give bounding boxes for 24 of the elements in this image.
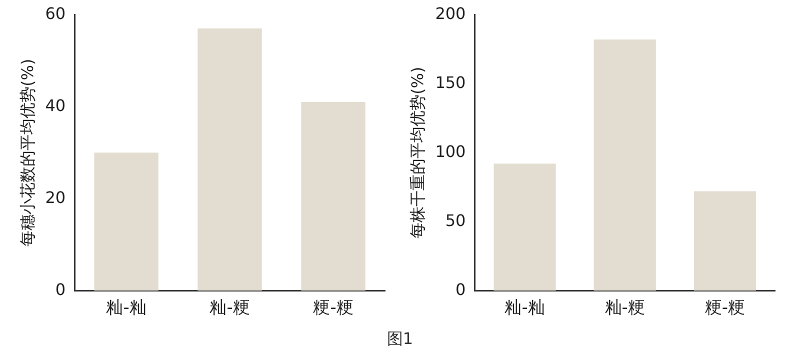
bar (198, 28, 262, 291)
x-tick-label: 粳-粳 (704, 298, 746, 318)
y-tick-label: 150 (435, 72, 466, 92)
y-tick-label: 100 (435, 142, 466, 161)
x-tick-label: 籼-籼 (106, 298, 146, 318)
x-tick-label: 粳-粳 (313, 298, 354, 318)
bar (694, 191, 756, 291)
y-axis-title: 每株干重的平均优势(%) (408, 66, 427, 238)
y-tick-label: 60 (45, 4, 66, 23)
bar (494, 164, 556, 291)
y-tick-label: 40 (45, 96, 66, 115)
y-tick-label: 20 (45, 188, 66, 207)
y-tick-label: 0 (456, 280, 466, 299)
x-tick-label: 籼-粳 (210, 298, 250, 318)
bar (594, 39, 656, 291)
y-axis-title: 每穗小花数的平均优势(%) (18, 58, 37, 246)
y-tick-label: 0 (55, 280, 66, 299)
x-tick-label: 籼-粳 (604, 298, 645, 318)
bar (94, 152, 158, 291)
y-tick-label: 200 (435, 4, 466, 23)
y-tick-label: 50 (445, 210, 466, 230)
caption: 图1 (386, 329, 414, 350)
x-tick-label: 籼-籼 (504, 298, 545, 318)
bar (301, 102, 366, 291)
